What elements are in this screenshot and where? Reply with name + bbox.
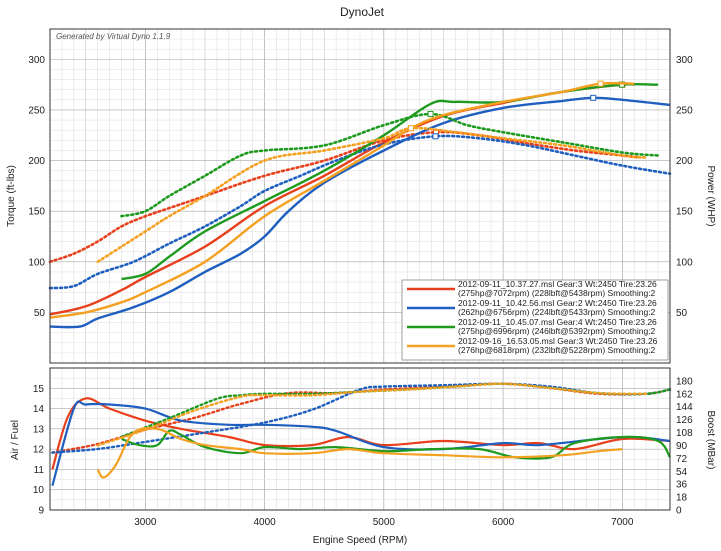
torque-axis-label: Torque (ft-lbs) <box>6 165 17 227</box>
power-tick-label: 300 <box>676 55 693 66</box>
boost-tick-label: 162 <box>676 389 693 400</box>
run-1-torque-line <box>48 130 642 264</box>
boost-tick-label: 54 <box>676 467 688 478</box>
run-2-torque-line <box>48 134 672 290</box>
x-tick-label: 3000 <box>134 517 157 528</box>
boost-tick-label: 36 <box>676 480 688 491</box>
chart-title: DynoJet <box>340 5 385 19</box>
top-panel-series <box>48 80 672 329</box>
legend-entry-title: 2012-09-11_10.45.07.msl Gear:4 Wt:2450 T… <box>458 317 657 327</box>
boost-tick-label: 180 <box>676 376 693 387</box>
run-4-torque-peak-marker <box>408 125 415 132</box>
bottom-panel-ticks: 9 10 11 12 13 14 15 0 18 36 54 72 90 108 126 144 162 180 <box>33 376 693 516</box>
top-panel-ticks: 50 50 100 100 150 150 200 200 250 250 300 300 <box>28 55 693 319</box>
x-tick-label: 4000 <box>253 517 276 528</box>
run-2-power-peak-marker <box>590 94 597 101</box>
boost-tick-label: 126 <box>676 415 693 426</box>
power-tick-label: 100 <box>676 257 693 268</box>
power-tick-label: 50 <box>676 308 688 319</box>
run-3-torque-peak-marker <box>427 111 434 118</box>
boost-tick-label: 18 <box>676 493 688 504</box>
run-4-afr-line <box>96 426 623 479</box>
run-3-torque-line <box>120 112 660 218</box>
boost-tick-label: 0 <box>676 506 682 517</box>
afr-tick-label: 15 <box>33 384 45 395</box>
boost-tick-label: 90 <box>676 441 688 452</box>
afr-tick-label: 13 <box>33 424 45 435</box>
bottom-panel-frame <box>49 367 671 511</box>
power-tick-label: 200 <box>676 156 693 167</box>
boost-tick-label: 108 <box>676 428 693 439</box>
x-axis-ticks: 3000 4000 5000 6000 7000 <box>134 517 634 528</box>
run-4-power-peak-marker <box>597 80 604 87</box>
power-axis-label: Power (WHP) <box>705 165 716 226</box>
boost-tick-label: 144 <box>676 402 693 413</box>
x-tick-label: 5000 <box>373 517 396 528</box>
legend-entry-detail: (275hp@6996rpm) (246lbft@5392rpm) Smooth… <box>458 326 656 336</box>
torque-tick-label: 150 <box>28 207 45 218</box>
run-2-power-line <box>49 96 671 329</box>
legend-entry-title: 2012-09-16_16.53.05.msl Gear:3 Wt:2450 T… <box>458 336 658 346</box>
afr-tick-label: 10 <box>33 485 45 496</box>
x-axis-label: Engine Speed (RPM) <box>313 535 408 546</box>
run-3-afr-line <box>121 429 671 460</box>
run-4-power-line <box>49 81 635 319</box>
afr-tick-label: 9 <box>38 506 44 517</box>
generator-note: Generated by Virtual Dyno 1.1.9 <box>56 32 171 41</box>
power-tick-label: 150 <box>676 207 693 218</box>
run-2-torque-peak-marker <box>432 133 439 140</box>
torque-tick-label: 100 <box>28 257 45 268</box>
x-tick-label: 6000 <box>492 517 515 528</box>
torque-tick-label: 50 <box>34 308 46 319</box>
legend-entry-detail: (275hp@7072rpm) (228lbft@5438rpm) Smooth… <box>458 288 656 298</box>
afr-tick-label: 14 <box>33 404 45 415</box>
boost-axis-label: Boost (MBar) <box>705 411 716 470</box>
afr-tick-label: 12 <box>33 445 45 456</box>
run-2-afr-line <box>51 400 671 486</box>
legend-entry-title: 2012-09-11_10.37.27.msl Gear:3 Wt:2450 T… <box>458 279 657 289</box>
afr-tick-label: 11 <box>34 465 45 476</box>
run-4-boost-line <box>96 382 648 447</box>
power-tick-label: 250 <box>676 105 693 116</box>
afr-axis-label: Air / Fuel <box>10 420 21 460</box>
legend-entry-detail: (276hp@6818rpm) (232lbft@5228rpm) Smooth… <box>458 345 656 355</box>
run-4-torque-line <box>96 126 648 264</box>
bottom-panel-series <box>51 382 672 486</box>
top-panel-frame <box>49 28 671 364</box>
boost-tick-label: 72 <box>676 454 688 465</box>
x-tick-label: 7000 <box>611 517 634 528</box>
legend-entry-detail: (262hp@6756rpm) (224lbft@5433rpm) Smooth… <box>458 307 656 317</box>
legend: 2012-09-11_10.37.27.msl Gear:3 Wt:2450 T… <box>401 279 669 361</box>
torque-tick-label: 250 <box>28 105 45 116</box>
legend-entry-title: 2012-09-11_10.42.56.msl Gear:2 Wt:2450 T… <box>458 298 657 308</box>
torque-tick-label: 300 <box>28 55 45 66</box>
torque-tick-label: 200 <box>28 156 45 167</box>
